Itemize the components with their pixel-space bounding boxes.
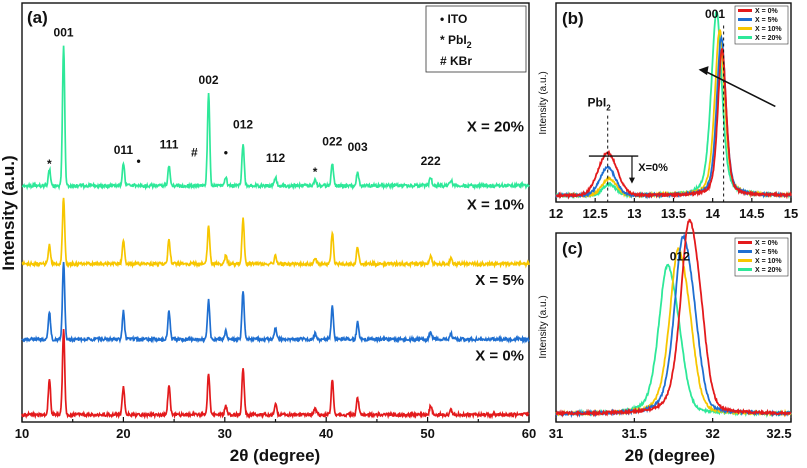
panel-a-x-tick-label: 40 xyxy=(319,426,333,441)
panel-c-series-x0-line xyxy=(555,218,792,418)
panel-a-x-tick-label: 30 xyxy=(218,426,232,441)
legend-pbi2: * PbI2 xyxy=(440,33,472,50)
panel-a-peak-label: 011 xyxy=(114,143,134,157)
panel-a-peak-label: 012 xyxy=(233,118,253,132)
panel-a-peak-label: 111 xyxy=(160,137,179,151)
panel-b-x-tick-label: 13.5 xyxy=(661,206,686,221)
panel-b-y-axis-label: Intensity (a.u.) xyxy=(538,71,549,134)
panel-b-legend: X = 0% X = 5% X = 10% X = 20% xyxy=(734,5,789,45)
panel-b-x-tick-label: 14 xyxy=(705,206,720,221)
panel-a-series-x10-line xyxy=(21,197,530,269)
panel-b-x-tick-label: 12 xyxy=(549,206,563,221)
panel-c: 31 31.5 32 32.5 012 (c) Intensity (a.u.) 2θ… xyxy=(538,218,792,465)
panel-a-peak-label: 022 xyxy=(322,134,342,148)
panel-b-curves xyxy=(555,10,792,200)
panel-b-annotation-text: X=0% xyxy=(638,162,668,174)
panel-c-x-axis-label: 2θ (degree) xyxy=(625,446,715,465)
panel-a-peak-label: # xyxy=(191,146,198,160)
panel-a-peak-label: • xyxy=(137,154,141,168)
panel-a-x-ticks: 10 20 30 40 50 60 xyxy=(15,417,536,441)
panel-a-peak-label: 001 xyxy=(54,26,74,40)
panel-b-annotation: X=0% xyxy=(638,162,668,174)
panel-a-series-labels: X = 20% X = 10% X = 5% X = 0% xyxy=(467,118,524,364)
panel-a-series-label-x10: X = 10% xyxy=(467,197,524,214)
panel-b: 12 12.5 13 13.5 14 14.5 15 001 PbI2 X=0% (b) Int… xyxy=(538,2,798,221)
panel-a-peak-label: • xyxy=(224,146,228,160)
panel-a-peak-label: 003 xyxy=(348,140,368,154)
panel-a-peak-label: * xyxy=(313,165,318,179)
panel-a-series-x5-line xyxy=(21,261,530,345)
panel-a-peak-label: 112 xyxy=(266,151,286,165)
panel-b-annotation-subscript: 2 xyxy=(606,103,611,112)
legend-kbr: # KBr xyxy=(440,54,472,68)
panel-b-guides xyxy=(588,25,776,202)
panel-c-legend-entry-x10: X = 10% xyxy=(755,258,782,265)
panel-b-label: (b) xyxy=(562,9,584,28)
panel-a-series-label-x0: X = 0% xyxy=(475,348,524,365)
panel-c-legend-entry-x20: X = 20% xyxy=(755,267,782,274)
panel-b-legend-entry-x10: X = 10% xyxy=(755,26,782,33)
panel-b-x-ticks: 12 12.5 13 13.5 14 14.5 15 xyxy=(549,198,798,221)
panel-a-y-axis-label: Intensity (a.u.) xyxy=(0,155,18,270)
panel-c-label: (c) xyxy=(562,239,583,258)
panel-b-x-tick-label: 14.5 xyxy=(739,206,764,221)
panel-a-peak-label: 222 xyxy=(421,154,441,168)
panel-a-x-tick-label: 50 xyxy=(420,426,434,441)
panel-a-label: (a) xyxy=(27,8,48,27)
panel-b-x-tick-label: 12.5 xyxy=(583,206,608,221)
panel-a-x-axis-label: 2θ (degree) xyxy=(230,446,320,465)
panel-b-legend-entry-x5: X = 5% xyxy=(755,17,779,24)
panel-b-series-x0-line xyxy=(555,48,792,200)
panel-a-legend-box xyxy=(425,5,527,73)
panel-b-annotation: PbI2 xyxy=(588,95,612,112)
panel-b-x-tick-label: 15 xyxy=(784,206,798,221)
panel-a-peak-label: 002 xyxy=(199,73,219,87)
panel-b-legend-entry-x0: X = 0% xyxy=(755,8,779,15)
panel-c-x-tick-label: 31 xyxy=(549,426,563,441)
panel-c-x-tick-label: 32 xyxy=(705,426,719,441)
panel-b-annotation: 001 xyxy=(705,7,725,21)
panel-c-series-x20-line xyxy=(555,263,792,418)
decrease-arrow-head xyxy=(628,177,635,184)
panel-c-x-ticks: 31 31.5 32 32.5 xyxy=(549,418,792,441)
panel-c-legend: X = 0% X = 5% X = 10% X = 20% xyxy=(734,237,789,277)
panel-a-series-label-x5: X = 5% xyxy=(475,272,524,289)
panel-c-annotations: 012 xyxy=(670,249,690,263)
panel-c-x-tick-label: 32.5 xyxy=(766,426,791,441)
panel-a-series-label-x20: X = 20% xyxy=(467,118,524,135)
panel-c-legend-entry-x0: X = 0% xyxy=(755,240,779,247)
panel-a-peak-label: * xyxy=(47,157,52,171)
legend-pbi2-subscript: 2 xyxy=(467,40,472,50)
panel-a-x-tick-label: 10 xyxy=(15,426,29,441)
panel-a-x-tick-label: 60 xyxy=(522,426,536,441)
panel-c-y-axis-label: Intensity (a.u.) xyxy=(538,295,549,358)
panel-a-series-x20-line xyxy=(21,45,530,191)
shift-arrow-head xyxy=(698,66,709,76)
panel-b-series-x10-line xyxy=(555,29,792,199)
panel-a-legend: • ITO * PbI2 # KBr xyxy=(425,5,527,73)
panel-b-annotations: 001 PbI2 X=0% xyxy=(588,7,726,174)
panel-b-annotation-text: 001 xyxy=(705,7,725,21)
panel-b-series-x5-line xyxy=(555,34,792,200)
panel-b-legend-entry-x20: X = 20% xyxy=(755,35,782,42)
panel-b-x-tick-label: 13 xyxy=(627,206,641,221)
panel-c-frame xyxy=(555,232,792,423)
panel-c-x-tick-label: 31.5 xyxy=(622,426,647,441)
legend-pbi2-text: * PbI xyxy=(440,33,467,47)
panel-a-x-tick-label: 20 xyxy=(116,426,130,441)
panel-a-series-x0-line xyxy=(21,328,530,420)
panel-b-annotation-text: PbI xyxy=(588,95,607,109)
panel-c-curves xyxy=(555,218,792,419)
panel-a-annotations: 001 011 111 002 012 112 022 003 222 * • # • * xyxy=(47,26,441,180)
legend-ito: • ITO xyxy=(440,12,467,26)
panel-a-curves xyxy=(21,45,530,420)
shift-arrow xyxy=(704,70,776,108)
panel-c-peak-label: 012 xyxy=(670,249,690,263)
panel-c-legend-entry-x5: X = 5% xyxy=(755,249,779,256)
